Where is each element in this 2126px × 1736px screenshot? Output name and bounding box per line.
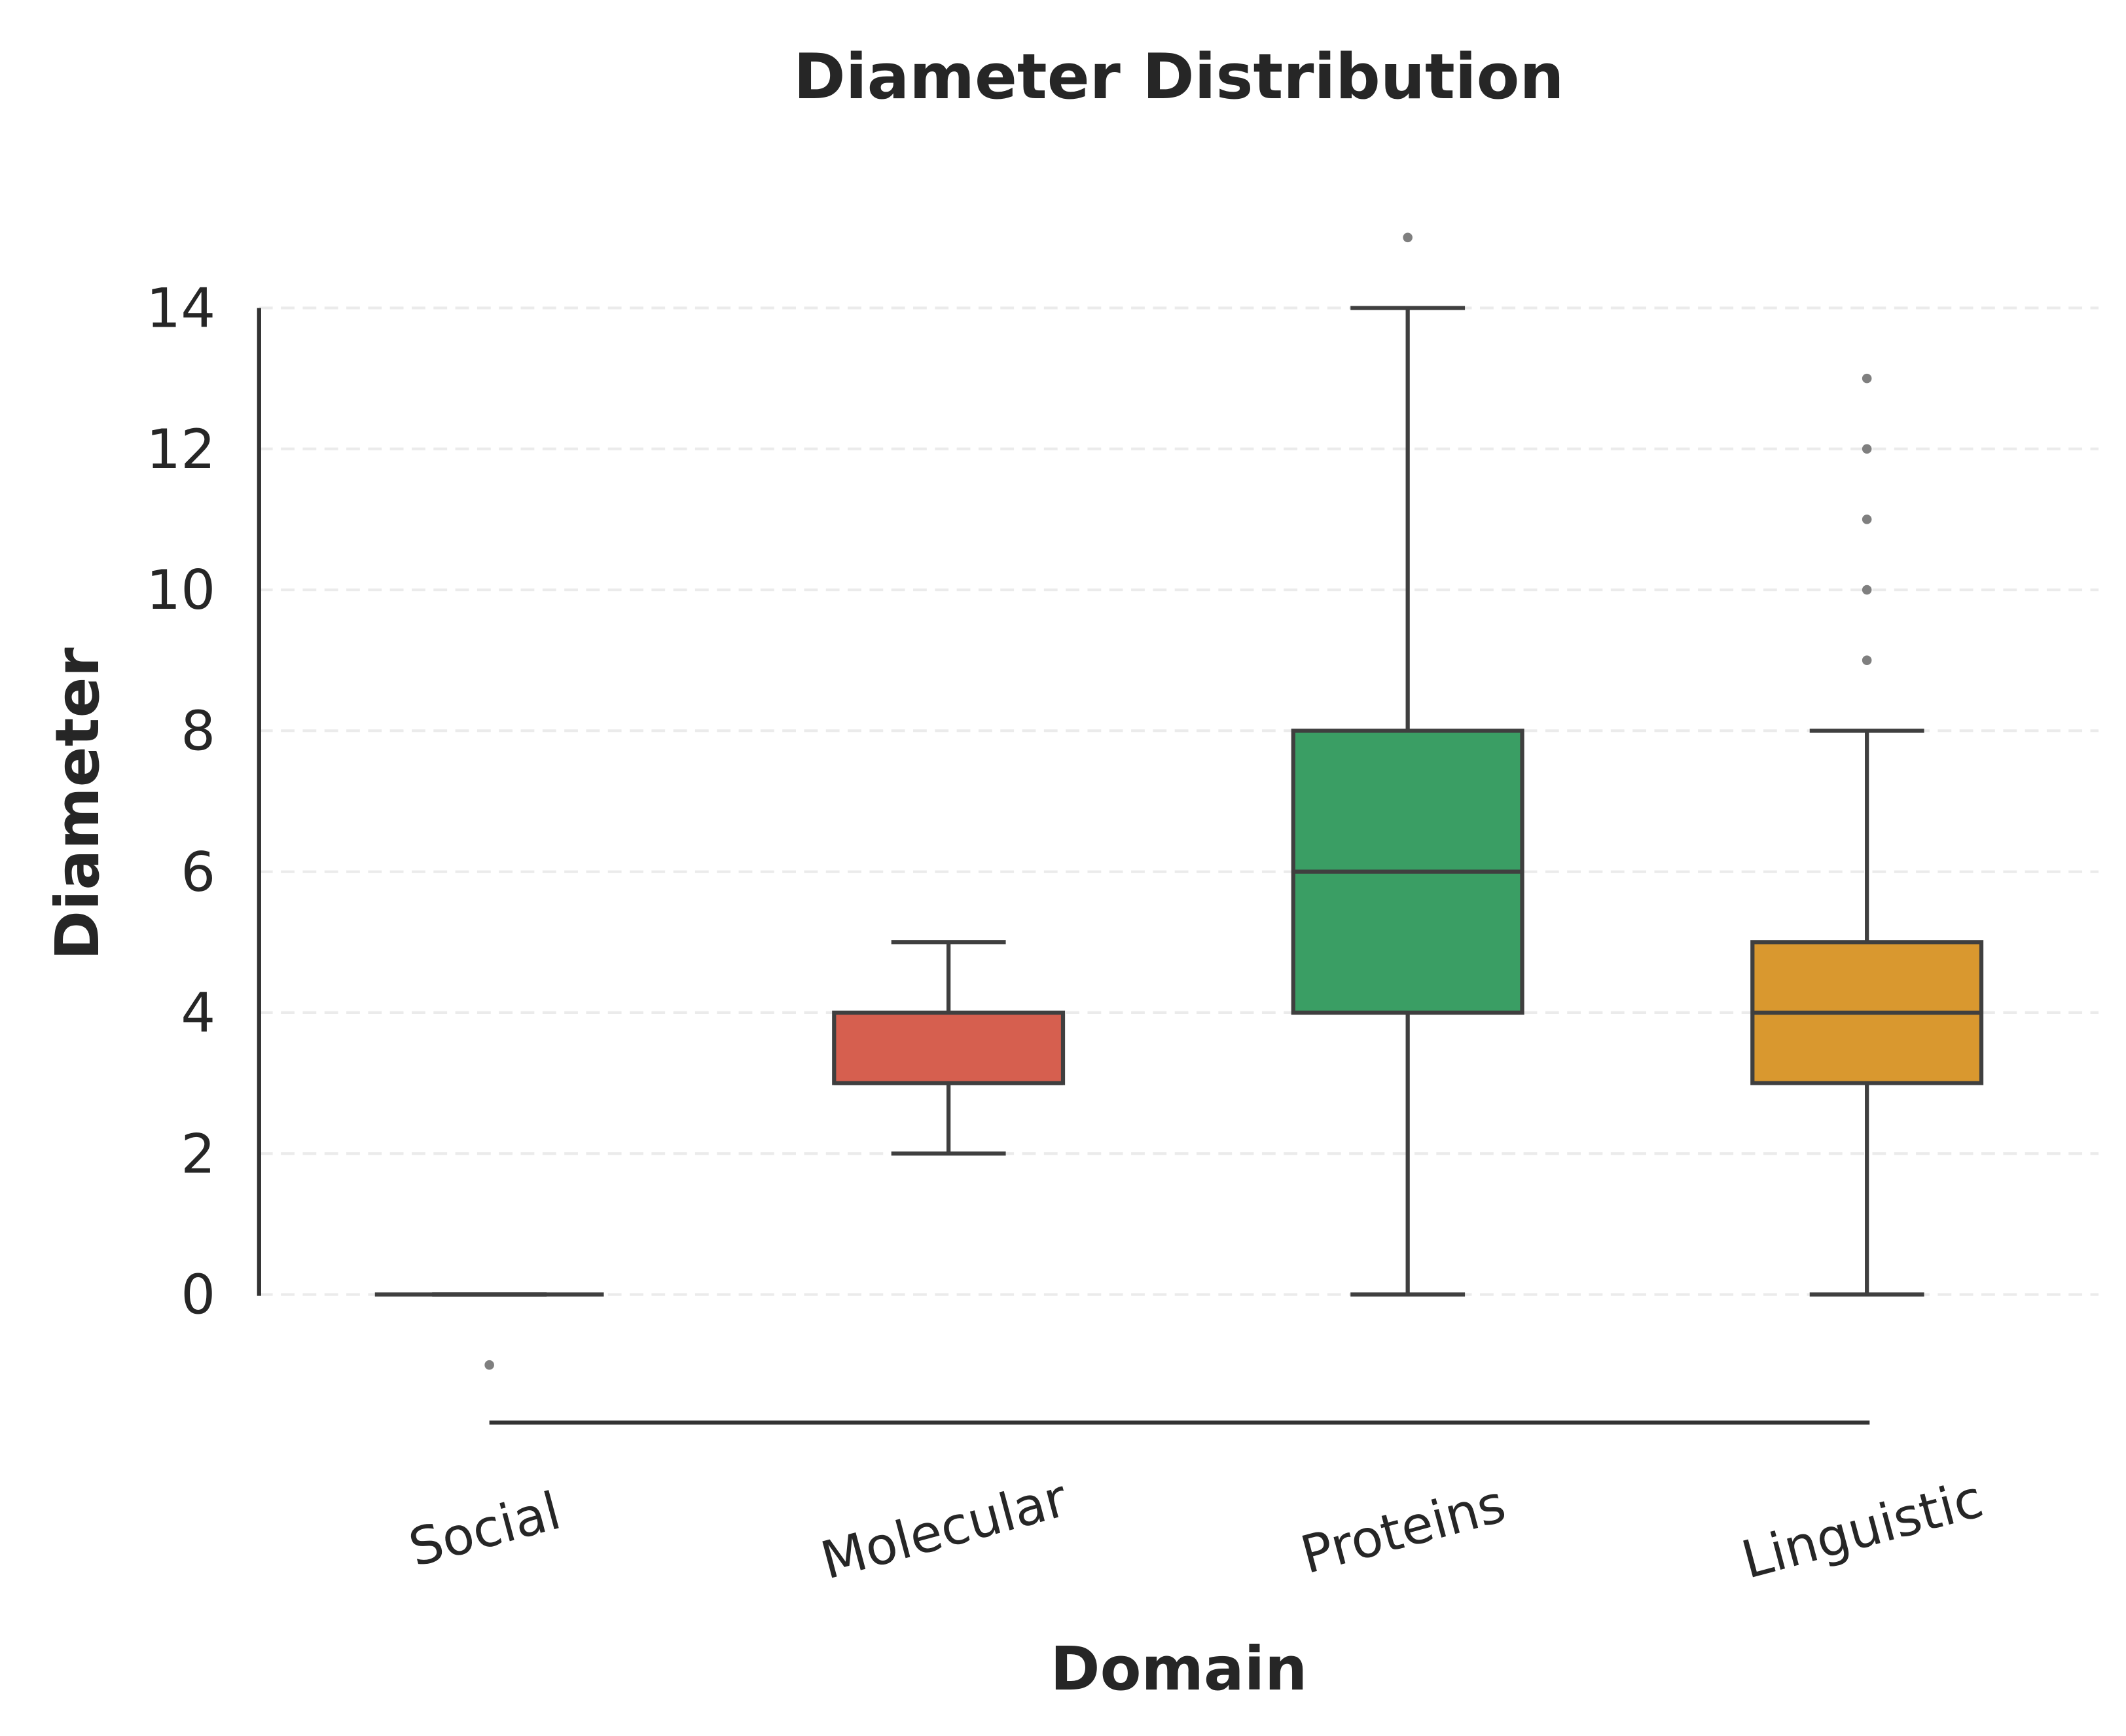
outlier-point (484, 1360, 494, 1370)
outlier-point (1862, 655, 1872, 665)
y-tick-label: 2 (181, 1122, 215, 1185)
chart-title: Diameter Distribution (793, 40, 1564, 113)
y-tick-label: 8 (181, 699, 215, 763)
outlier-point (1403, 232, 1413, 243)
outlier-point (1862, 444, 1872, 454)
y-tick-label: 0 (181, 1263, 215, 1327)
boxes (374, 232, 1984, 1370)
x-tick-label: Linguistic (1736, 1468, 1989, 1590)
x-axis-label: Domain (1051, 1634, 1308, 1704)
y-tick-label: 4 (181, 981, 215, 1045)
y-axis-label: Diameter (43, 647, 113, 960)
box-molecular (832, 1010, 1066, 1085)
outlier-point (1862, 515, 1872, 524)
y-tick-label: 14 (146, 277, 215, 340)
x-tick-labels: Social Molecular Proteins Linguistic (403, 1468, 1989, 1591)
x-tick-label: Proteins (1295, 1474, 1511, 1585)
gridlines (259, 306, 2099, 1296)
y-tick-label: 10 (146, 558, 215, 622)
outlier-point (1862, 373, 1872, 384)
y-tick-label: 12 (146, 418, 215, 481)
outlier-point (1862, 585, 1872, 595)
y-tick-label: 6 (181, 841, 215, 904)
x-tick-label: Social (403, 1481, 566, 1579)
x-tick-label: Molecular (815, 1468, 1073, 1591)
y-tick-labels: 0 2 4 6 8 10 12 14 (146, 277, 215, 1327)
